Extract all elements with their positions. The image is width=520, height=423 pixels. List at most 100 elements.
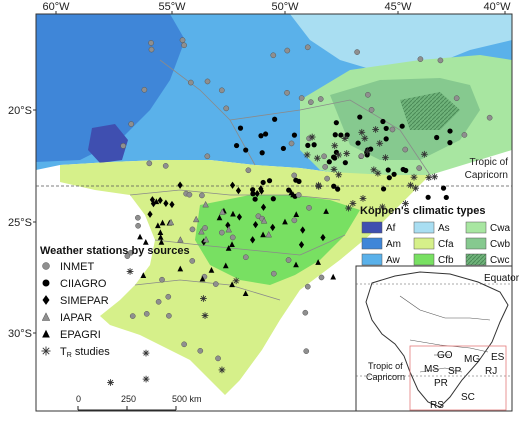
- diamond-black-marker: [229, 181, 236, 189]
- asterisk-marker: [107, 379, 114, 386]
- diamond-black-marker: [298, 241, 305, 249]
- climate-code: Cwb: [490, 239, 510, 250]
- asterisk-marker: [142, 375, 150, 383]
- circle-gray-marker: [270, 52, 277, 59]
- asterisk-marker: [345, 204, 352, 212]
- circle-black-marker: [383, 136, 389, 142]
- triangle-gray-marker: [219, 208, 226, 215]
- circle-black-marker: [386, 175, 392, 181]
- circle-black-marker: [443, 194, 449, 201]
- triangle-gray-marker: [225, 225, 233, 233]
- climate-code: Cwc: [490, 255, 509, 266]
- circle-gray-marker: [368, 106, 375, 113]
- inset-study-area: [409, 345, 507, 411]
- triangle-black-marker: [153, 198, 160, 205]
- triangle-gray-marker: [41, 312, 51, 321]
- triangle-black-marker: [42, 329, 50, 338]
- circle-gray-marker: [437, 57, 444, 64]
- circle-gray-marker: [461, 132, 468, 138]
- diamond-black-marker: [260, 203, 267, 211]
- inset-state-borders: [399, 295, 491, 373]
- station-legend-label: CIIAGRO: [60, 278, 107, 290]
- circle-gray-marker: [218, 229, 225, 236]
- climate-legend: Köppen's climatic types Af As Cwa Am Cfa Cwb A…: [360, 205, 510, 266]
- circle-gray-marker: [187, 79, 194, 86]
- triangle-black-marker: [142, 239, 149, 245]
- station-legend-label: EPAGRI: [60, 329, 101, 341]
- climate-legend-item: Cwc: [465, 253, 509, 266]
- inset-state-labels: GO MG ES MS SP RJ PR SC RS: [424, 350, 505, 411]
- triangle-gray-marker: [202, 200, 209, 208]
- circle-black-marker: [368, 146, 374, 152]
- circle-gray-marker: [417, 56, 424, 62]
- triangle-black-marker: [260, 231, 266, 238]
- triangle-black-marker: [242, 290, 249, 297]
- circle-black-marker: [342, 160, 348, 166]
- climate-code: As: [438, 223, 450, 234]
- asterisk-marker: [402, 200, 409, 207]
- circle-black-marker: [380, 118, 386, 125]
- triangle-black-marker: [199, 275, 206, 282]
- tropic-label: Tropic of Capricorn: [465, 157, 509, 181]
- climate-legend-item: Am: [361, 237, 401, 250]
- top-axis: 60°W 55°W 50°W 45°W 40°W: [42, 1, 511, 14]
- asterisk-marker: [308, 133, 316, 141]
- diamond-black-marker: [320, 233, 326, 242]
- asterisk-marker: [410, 173, 418, 181]
- climate-legend-title: Köppen's climatic types: [360, 205, 486, 217]
- circle-gray-marker: [135, 222, 141, 229]
- triangle-black-marker: [290, 191, 297, 198]
- lon-label-60w: 60°W: [42, 1, 70, 13]
- scalebar-tick-250: 250: [121, 394, 136, 404]
- circle-gray-marker: [402, 146, 409, 153]
- triangle-black-marker: [155, 222, 161, 229]
- climate-swatch: [465, 253, 487, 266]
- circle-gray-marker: [324, 175, 330, 182]
- asterisk-marker: [200, 295, 207, 302]
- circle-gray-marker: [120, 143, 127, 149]
- station-legend-item: TR studies: [41, 346, 110, 359]
- circle-black-marker: [291, 132, 298, 138]
- diamond-black-marker: [300, 226, 306, 234]
- circle-gray-marker: [165, 293, 172, 300]
- triangle-black-marker: [222, 262, 229, 269]
- circle-gray-marker: [245, 167, 252, 174]
- asterisk-marker: [412, 184, 420, 192]
- circle-gray-marker: [128, 121, 135, 127]
- asterisk-marker: [372, 126, 380, 133]
- circle-black-marker: [270, 196, 276, 202]
- circle-gray-marker: [302, 309, 309, 316]
- asterisk-marker: [330, 165, 338, 173]
- circle-gray-marker: [146, 160, 153, 167]
- circle-gray-marker: [270, 270, 277, 277]
- stations-legend: Weather stations by sources INMET CIIAGRO…: [40, 245, 190, 359]
- asterisk-marker: [41, 346, 51, 356]
- circle-gray-marker: [284, 47, 291, 54]
- svg-text:RS: RS: [430, 400, 444, 411]
- region-am: [36, 14, 185, 162]
- circle-gray-marker: [166, 312, 172, 319]
- triangle-black-marker: [216, 214, 223, 221]
- asterisk-marker: [431, 173, 439, 181]
- asterisk-marker: [420, 150, 428, 158]
- circle-black-marker: [252, 196, 258, 202]
- circle-black-marker: [305, 142, 311, 148]
- station-legend-item: SIMEPAR: [42, 295, 109, 307]
- circle-black-marker: [344, 132, 350, 138]
- station-legend-item: CIIAGRO: [42, 278, 107, 290]
- diamond-black-marker: [254, 189, 260, 198]
- circle-gray-marker: [215, 355, 221, 362]
- triangle-gray-marker: [198, 227, 205, 235]
- circle-gray-marker: [291, 217, 298, 224]
- circle-gray-marker: [141, 86, 148, 93]
- circle-black-marker: [357, 114, 363, 120]
- circle-gray-marker: [204, 153, 211, 160]
- circle-gray-marker: [129, 313, 136, 319]
- triangle-gray-marker: [202, 235, 210, 243]
- climate-legend-item: Cfa: [413, 237, 454, 250]
- circle-black-marker: [42, 279, 50, 287]
- asterisk-marker: [349, 200, 357, 207]
- circle-gray-marker: [321, 153, 327, 160]
- triangle-gray-marker: [192, 215, 200, 223]
- asterisk-marker: [303, 151, 311, 159]
